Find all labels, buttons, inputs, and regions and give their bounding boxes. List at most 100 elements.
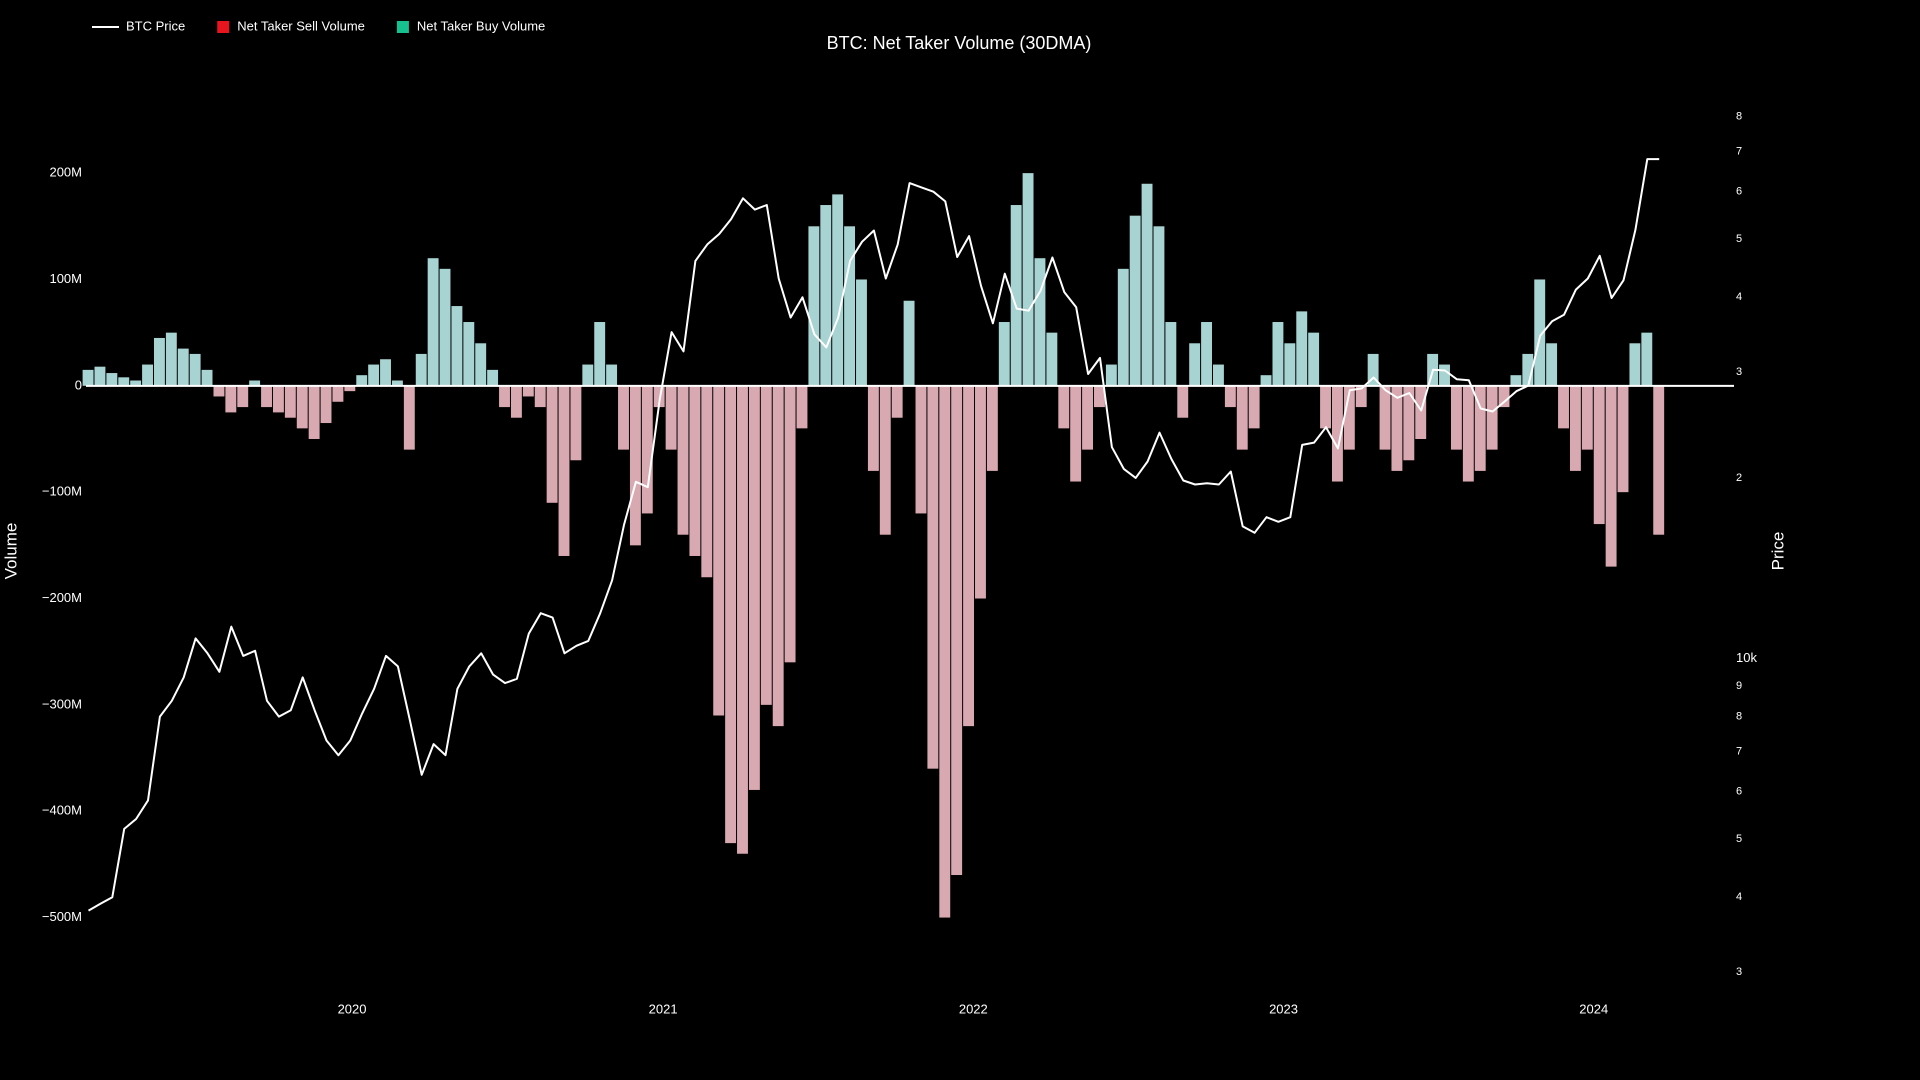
bar (558, 385, 570, 556)
y2-tick-label: 7 (1736, 745, 1742, 757)
bar (844, 226, 856, 386)
bar (1153, 226, 1165, 386)
legend-label: Net Taker Sell Volume (237, 18, 365, 33)
x-tick-label: 2024 (1579, 1001, 1608, 1016)
bar (1379, 385, 1391, 450)
bar (522, 385, 534, 397)
bar (142, 364, 153, 386)
bar (1522, 353, 1534, 386)
bar (1593, 385, 1605, 525)
bar (903, 300, 915, 386)
bar (1331, 385, 1343, 482)
y-tick-label: 200M (49, 165, 82, 180)
bar (213, 385, 225, 397)
bar (82, 369, 94, 386)
legend-label: Net Taker Buy Volume (417, 18, 545, 33)
legend-swatch (217, 21, 230, 33)
bar (737, 385, 748, 854)
y2-tick-label: 4 (1736, 891, 1742, 903)
chart-title: BTC: Net Taker Volume (30DMA) (827, 33, 1092, 53)
bar (1605, 385, 1617, 567)
bar (1653, 385, 1665, 535)
bar (1010, 205, 1022, 386)
bar (998, 322, 1010, 386)
bar (534, 385, 546, 408)
bar (165, 332, 177, 386)
bar (499, 385, 510, 408)
bar (391, 380, 403, 386)
bar (975, 385, 986, 599)
y-axis-title: Volume (1, 523, 20, 580)
y2-tick-label: 7 (1736, 145, 1742, 157)
bar (1343, 385, 1355, 450)
bar (368, 364, 380, 386)
bar (582, 364, 594, 386)
bar (1022, 173, 1034, 386)
bar (713, 385, 725, 716)
bar (1058, 385, 1070, 429)
x-tick-label: 2020 (338, 1001, 367, 1016)
y2-tick-label: 2 (1736, 472, 1742, 484)
bar (1129, 215, 1141, 386)
y2-tick-label: 3 (1736, 966, 1742, 978)
bar (332, 385, 344, 402)
bar (1046, 332, 1058, 386)
y2-tick-label: 10k (1736, 650, 1757, 665)
bar (118, 377, 130, 386)
bar (1462, 385, 1474, 482)
x-tick-label: 2022 (959, 1001, 988, 1016)
x-tick-label: 2021 (649, 1001, 678, 1016)
y2-axis-title: Price (1768, 532, 1787, 571)
bar (1403, 385, 1415, 461)
legend-label: BTC Price (126, 18, 185, 33)
bar (796, 385, 808, 429)
bar (915, 385, 927, 514)
y-tick-label: −400M (42, 803, 82, 818)
bar (939, 385, 951, 918)
bar (653, 385, 665, 408)
bar (570, 385, 582, 461)
bar (451, 306, 463, 386)
y-tick-label: −100M (42, 484, 82, 499)
bar (1117, 268, 1129, 386)
y2-tick-label: 5 (1736, 233, 1742, 245)
bar (891, 385, 903, 418)
bar (1201, 322, 1212, 386)
bar (927, 385, 939, 769)
bar (1510, 375, 1522, 386)
y-tick-label: −200M (42, 590, 82, 605)
bar (272, 385, 284, 413)
bar (1558, 385, 1569, 429)
bar (94, 366, 106, 386)
bar (356, 375, 368, 386)
bar (1320, 385, 1331, 429)
bar (1367, 353, 1379, 386)
axes: 200M 100M 0 −100M −200M −300M −400M −500M 3 4 5 6 7 8… (42, 111, 1758, 1017)
y2-tick-label: 3 (1736, 366, 1742, 378)
bar (963, 385, 975, 727)
bar (867, 385, 879, 471)
y2-tick-label: 4 (1736, 291, 1742, 303)
bar (415, 353, 427, 386)
y-tick-label: −300M (42, 696, 82, 711)
bar (130, 380, 142, 386)
y-tick-label: 0 (75, 377, 82, 392)
bar (1391, 385, 1403, 471)
y2-tick-label: 6 (1736, 785, 1742, 797)
bar (1105, 364, 1117, 386)
lines (86, 158, 1734, 912)
bar (808, 226, 820, 386)
bar (237, 385, 249, 408)
bar (820, 205, 832, 386)
bar (725, 385, 737, 844)
y2-tick-label: 8 (1736, 711, 1742, 723)
bar (677, 385, 689, 535)
bar (748, 385, 760, 790)
bar (177, 348, 189, 386)
bar (629, 385, 641, 546)
bar (1474, 385, 1486, 471)
y2-tick-label: 8 (1736, 111, 1742, 123)
bar (760, 385, 772, 705)
bar (772, 385, 784, 727)
